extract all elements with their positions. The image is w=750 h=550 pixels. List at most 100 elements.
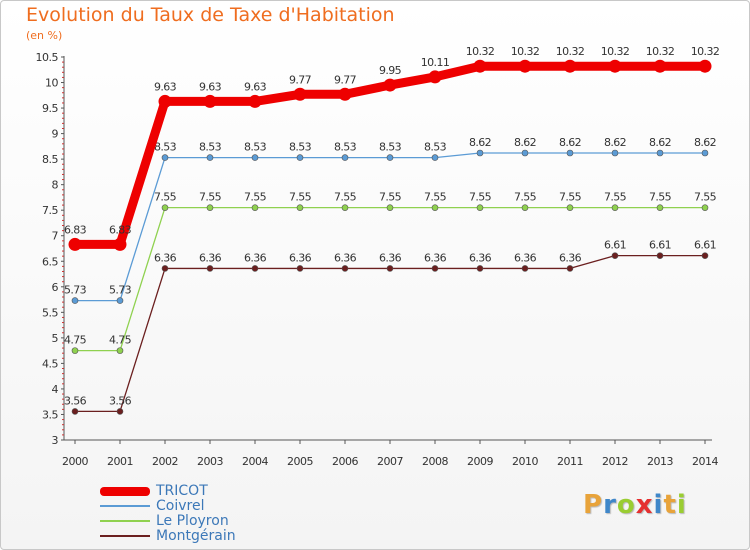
- data-point: [161, 154, 169, 161]
- data-label: 6.36: [424, 251, 447, 264]
- data-label: 6.36: [244, 251, 267, 264]
- data-label: 8.62: [514, 136, 536, 149]
- data-point: [701, 252, 709, 259]
- data-point: [71, 408, 79, 415]
- data-point: [71, 347, 79, 354]
- data-point: [341, 154, 349, 161]
- data-point: [611, 149, 619, 157]
- legend-label: Le Ployron: [156, 513, 229, 529]
- series-line-Montgérain: [75, 254, 705, 413]
- data-label: 4.75: [109, 334, 132, 347]
- data-point: [431, 154, 439, 161]
- data-label: 7.55: [289, 191, 312, 204]
- data-label: 6.36: [379, 251, 402, 264]
- y-tick-label: 4.5: [42, 357, 58, 370]
- data-label: 6.83: [109, 223, 132, 236]
- legend-swatch: [100, 486, 150, 496]
- data-point: [476, 204, 484, 211]
- data-label: 9.77: [289, 73, 312, 86]
- data-point: [296, 204, 304, 211]
- x-tick-label: 2005: [287, 455, 313, 468]
- data-label: 6.61: [649, 239, 671, 252]
- x-tick-label: 2003: [197, 455, 223, 468]
- y-tick-label: 4: [52, 383, 59, 396]
- legend-label: TRICOT: [156, 483, 208, 499]
- x-tick-label: 2006: [332, 455, 358, 468]
- data-label: 4.75: [64, 334, 87, 347]
- data-label: 10.11: [421, 56, 450, 69]
- y-tick-label: 8.5: [42, 153, 58, 166]
- legend-swatch: [100, 535, 150, 537]
- logo-letter: i: [653, 490, 664, 520]
- y-tick-label: 3: [52, 434, 59, 447]
- data-label: 9.77: [334, 73, 357, 86]
- data-label: 7.55: [514, 191, 537, 204]
- data-point: [476, 265, 484, 272]
- legend-label: Coivrel: [156, 498, 205, 514]
- data-label: 6.36: [334, 251, 357, 264]
- data-label: 3.56: [64, 394, 87, 407]
- data-label: 10.32: [556, 45, 585, 58]
- data-label: 8.62: [604, 136, 626, 149]
- data-label: 6.36: [154, 251, 177, 264]
- x-tick-label: 2002: [152, 455, 178, 468]
- data-point: [431, 204, 439, 211]
- data-point: [656, 252, 664, 259]
- data-label: 9.63: [154, 80, 177, 93]
- data-label: 6.36: [469, 251, 492, 264]
- y-tick-label: 5.5: [42, 306, 58, 319]
- data-label: 6.36: [289, 251, 312, 264]
- data-point: [116, 297, 124, 304]
- data-label: 10.32: [601, 45, 630, 58]
- x-tick-label: 2007: [377, 455, 403, 468]
- logo-letter: x: [635, 490, 654, 520]
- legend-swatch: [100, 520, 150, 522]
- data-point: [206, 265, 214, 272]
- data-point: [251, 265, 259, 272]
- data-label: 7.55: [424, 191, 447, 204]
- data-point: [521, 149, 529, 157]
- y-tick-label: 9.5: [42, 102, 58, 115]
- data-label: 7.55: [604, 191, 627, 204]
- data-point: [248, 94, 262, 108]
- data-label: 10.32: [691, 45, 720, 58]
- data-point: [161, 204, 169, 211]
- data-label: 7.55: [559, 191, 582, 204]
- data-point: [116, 408, 124, 415]
- x-tick-label: 2009: [467, 455, 493, 468]
- data-point: [521, 204, 529, 211]
- y-tick-label: 10.5: [36, 51, 59, 64]
- data-label: 8.53: [154, 141, 177, 154]
- data-label: 8.53: [289, 141, 312, 154]
- data-point: [116, 347, 124, 354]
- data-label: 8.62: [469, 136, 491, 149]
- series-line-Le Ployron: [75, 206, 705, 352]
- data-label: 8.62: [559, 136, 581, 149]
- y-tick-label: 7: [52, 230, 59, 243]
- data-label: 9.95: [379, 64, 402, 77]
- data-point: [251, 204, 259, 211]
- data-point: [293, 87, 307, 101]
- data-point: [296, 265, 304, 272]
- data-point: [341, 265, 349, 272]
- data-point: [158, 94, 172, 108]
- data-point: [566, 149, 574, 157]
- data-label: 8.53: [244, 141, 267, 154]
- data-point: [611, 204, 619, 211]
- data-point: [698, 59, 712, 73]
- data-label: 6.36: [199, 251, 222, 264]
- chart-title: Evolution du Taux de Taxe d'Habitation: [26, 4, 395, 26]
- logo-letter: P: [583, 490, 604, 520]
- y-tick-label: 6: [52, 281, 59, 294]
- data-point: [383, 78, 397, 92]
- data-point: [521, 265, 529, 272]
- data-label: 7.55: [244, 191, 267, 204]
- x-tick-label: 2004: [242, 455, 268, 468]
- data-point: [566, 204, 574, 211]
- data-label: 8.53: [379, 141, 402, 154]
- data-label: 6.83: [64, 223, 87, 236]
- data-point: [608, 59, 622, 73]
- data-label: 7.55: [334, 191, 357, 204]
- x-tick-label: 2012: [602, 455, 628, 468]
